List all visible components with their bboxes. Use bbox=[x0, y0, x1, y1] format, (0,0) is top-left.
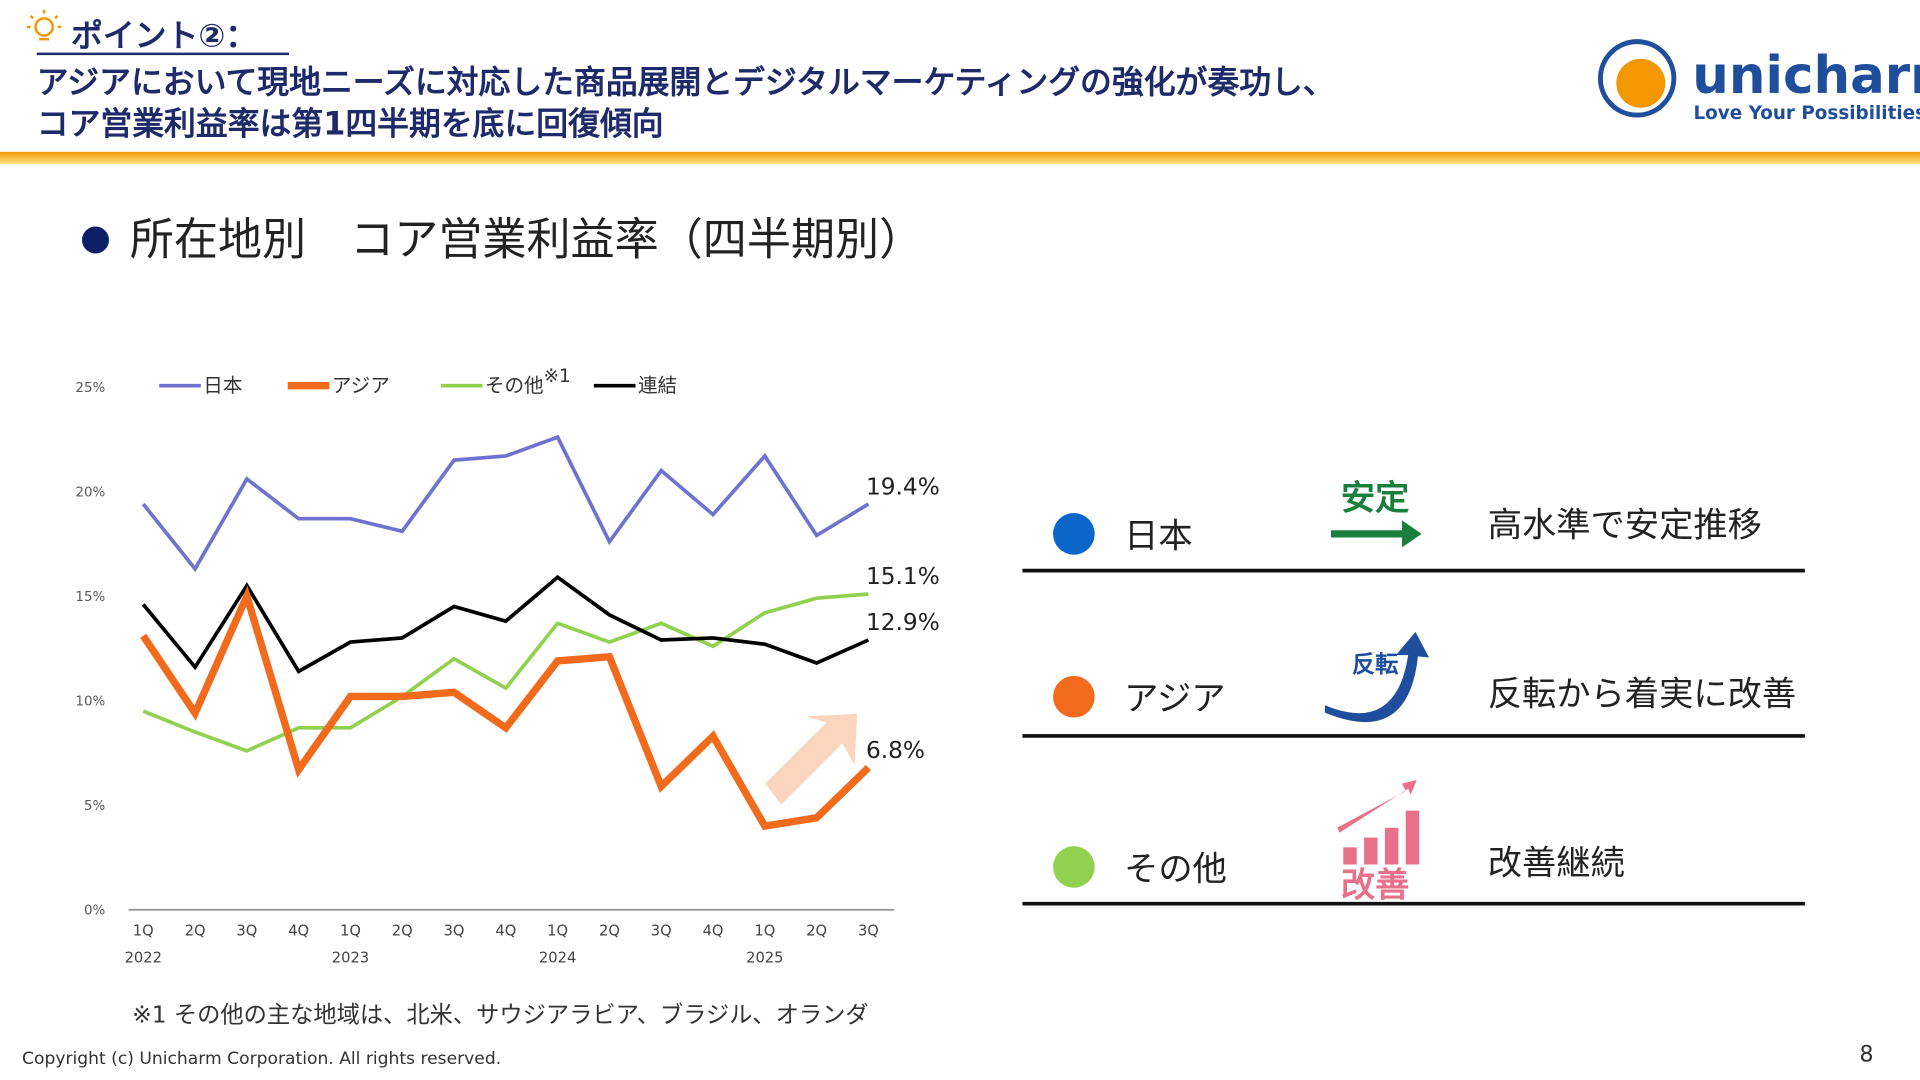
improve-arrow bbox=[1337, 780, 1417, 833]
legend-label: 連結 bbox=[638, 374, 677, 397]
trend-arrow bbox=[765, 713, 858, 805]
value-label: 12.9% bbox=[866, 609, 940, 636]
region-dot bbox=[1053, 513, 1095, 555]
turn-arrow bbox=[1324, 631, 1429, 723]
y-tick-label: 0% bbox=[84, 904, 106, 919]
x-tick-label: 2Q bbox=[806, 923, 827, 940]
region-dot bbox=[1053, 846, 1095, 888]
series-line bbox=[141, 434, 870, 573]
row-text: 改善継続 bbox=[1488, 843, 1625, 883]
point-label: ポイント②： bbox=[71, 17, 257, 55]
improve-bar bbox=[1405, 810, 1420, 865]
badge: 安定 bbox=[1341, 478, 1410, 518]
y-tick-label: 25% bbox=[75, 381, 105, 396]
region-name: その他 bbox=[1124, 849, 1227, 889]
bulb-icon bbox=[26, 9, 62, 41]
x-tick-label: 4Q bbox=[288, 923, 309, 940]
series-line bbox=[141, 574, 870, 674]
region-name: アジア bbox=[1124, 679, 1225, 719]
x-tick-label: 1Q bbox=[547, 923, 568, 940]
series-line bbox=[140, 585, 871, 831]
x-tick-label: 1Q bbox=[340, 923, 361, 940]
headline: アジアにおいて現地ニーズに対応した商品展開とデジタルマーケティングの強化が奏功し… bbox=[37, 63, 1335, 101]
y-tick-label: 5% bbox=[84, 799, 106, 814]
x-year-label: 2024 bbox=[539, 949, 576, 966]
y-tick-label: 20% bbox=[75, 485, 105, 500]
x-tick-label: 3Q bbox=[236, 923, 257, 940]
row-text: 反転から着実に改善 bbox=[1488, 674, 1796, 714]
logo-tagline: Love Your Possibilities bbox=[1693, 103, 1920, 124]
improve-bar bbox=[1343, 847, 1357, 865]
x-year-label: 2025 bbox=[746, 949, 783, 966]
x-year-label: 2023 bbox=[332, 949, 369, 966]
x-year-label: 2022 bbox=[125, 949, 162, 966]
x-tick-label: 1Q bbox=[754, 923, 775, 940]
legend-note: ※1 bbox=[544, 366, 571, 387]
footnote: ※1 その他の主な地域は、北米、サウジアラビア、ブラジル、オランダ bbox=[132, 1001, 868, 1028]
y-tick-label: 15% bbox=[75, 590, 105, 605]
header-bar bbox=[0, 151, 1920, 165]
x-tick-label: 3Q bbox=[858, 923, 879, 940]
x-tick-label: 4Q bbox=[703, 923, 724, 940]
logo: unicharm Love Your Possibilities bbox=[1597, 39, 1920, 124]
stable-arrow bbox=[1331, 520, 1422, 548]
row-text: 高水準で安定推移 bbox=[1488, 505, 1762, 545]
improve-bar bbox=[1384, 827, 1399, 865]
headline: コア営業利益率は第1四半期を底に回復傾向 bbox=[37, 105, 664, 143]
x-tick-label: 2Q bbox=[185, 923, 206, 940]
x-tick-label: 4Q bbox=[495, 923, 516, 940]
value-label: 15.1% bbox=[866, 563, 940, 590]
x-tick-label: 2Q bbox=[599, 923, 620, 940]
x-tick-label: 1Q bbox=[133, 923, 154, 940]
legend-label: 日本 bbox=[203, 374, 242, 397]
section-title: 所在地別 コア営業利益率（四半期別） bbox=[130, 215, 923, 266]
series-line bbox=[142, 592, 869, 753]
legend-label: アジア bbox=[332, 374, 390, 397]
x-tick-label: 2Q bbox=[392, 923, 413, 940]
value-label: 6.8% bbox=[866, 737, 925, 764]
region-dot bbox=[1053, 675, 1095, 718]
improve-bar bbox=[1364, 837, 1378, 865]
x-tick-label: 3Q bbox=[651, 923, 672, 940]
region-name: 日本 bbox=[1124, 516, 1193, 556]
page-number: 8 bbox=[1859, 1043, 1873, 1068]
copyright: Copyright (c) Unicharm Corporation. All … bbox=[22, 1049, 501, 1069]
badge: 改善 bbox=[1341, 865, 1410, 905]
bullet bbox=[82, 226, 109, 254]
y-tick-label: 10% bbox=[75, 695, 105, 710]
badge: 反転 bbox=[1352, 651, 1399, 678]
legend-label: その他 bbox=[485, 374, 544, 397]
logo-name: unicharm bbox=[1692, 46, 1920, 106]
value-label: 19.4% bbox=[866, 473, 940, 500]
x-tick-label: 3Q bbox=[444, 923, 465, 940]
